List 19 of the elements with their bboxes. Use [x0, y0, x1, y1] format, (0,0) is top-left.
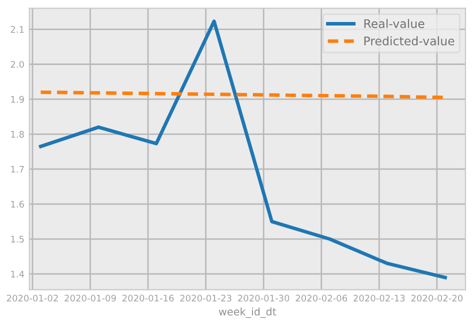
- y-tick-label: 2.1: [10, 26, 24, 33]
- x-tick-label: 2020-01-16: [122, 294, 174, 302]
- x-tick-label: 2020-01-02: [6, 294, 58, 302]
- x-tick-label: 2020-01-23: [180, 294, 232, 302]
- y-tick-label: 1.8: [11, 130, 24, 138]
- y-tick-label: 1.6: [11, 200, 24, 208]
- y-tick-label: 2.0: [10, 60, 24, 68]
- x-tick-label: 2020-02-20: [411, 294, 463, 302]
- x-tick-label: 2020-02-06: [296, 294, 348, 302]
- y-tick-label: 1.5: [11, 236, 24, 243]
- legend-label: Real-value: [364, 18, 424, 28]
- y-tick-label: 1.4: [11, 270, 24, 278]
- legend-label: Predicted-value: [364, 36, 454, 46]
- y-tick-label: 1.9: [11, 96, 24, 103]
- x-tick-label: 2020-01-09: [64, 294, 116, 302]
- x-axis-title: week_id_dt: [218, 307, 276, 318]
- x-tick-label: 2020-01-30: [238, 294, 290, 302]
- y-tick-label: 1.7: [11, 166, 24, 173]
- x-tick-label: 2020-02-13: [354, 294, 405, 302]
